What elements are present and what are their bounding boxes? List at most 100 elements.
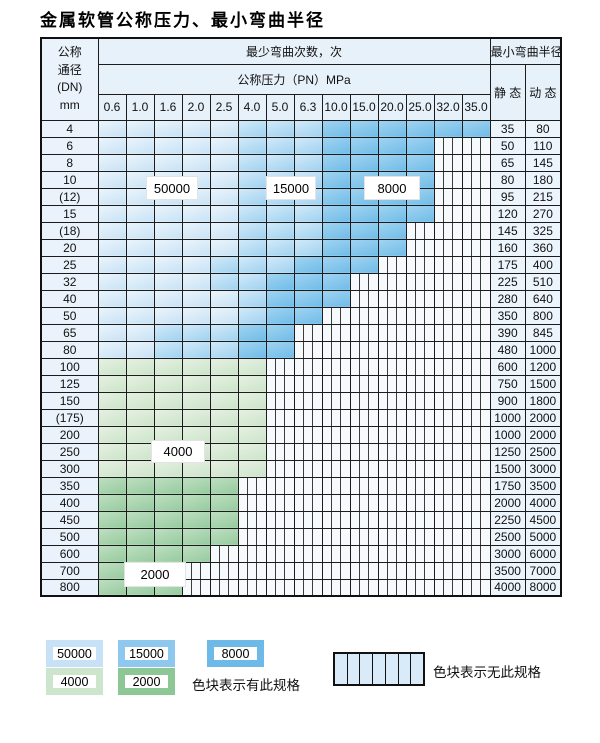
dynamic-radius-cell: 845 bbox=[524, 323, 562, 342]
no-spec-cell bbox=[405, 272, 435, 291]
spec-cell bbox=[237, 391, 267, 410]
no-spec-cell bbox=[433, 187, 463, 206]
no-spec-cell bbox=[461, 374, 491, 393]
spec-cell bbox=[181, 527, 211, 546]
no-spec-cell bbox=[321, 476, 351, 495]
table-row: 300 1500 3000 bbox=[40, 459, 562, 478]
spec-cell bbox=[153, 323, 183, 342]
no-spec-cell bbox=[377, 527, 407, 546]
spec-cell bbox=[293, 119, 323, 138]
dn-cell: 10 bbox=[40, 170, 99, 189]
no-spec-cell bbox=[377, 306, 407, 325]
legend-striped-cell bbox=[335, 654, 348, 684]
spec-cell bbox=[237, 459, 267, 478]
static-radius-cell: 2250 bbox=[489, 510, 526, 529]
spec-cell bbox=[153, 306, 183, 325]
no-spec-cell bbox=[293, 323, 323, 342]
no-spec-cell bbox=[293, 578, 323, 597]
no-spec-cell bbox=[433, 391, 463, 410]
dynamic-radius-cell: 325 bbox=[524, 221, 562, 240]
spec-cell bbox=[125, 153, 155, 172]
dynamic-radius-cell: 360 bbox=[524, 238, 562, 257]
no-spec-cell bbox=[433, 255, 463, 274]
spec-cell bbox=[125, 510, 155, 529]
no-spec-cell bbox=[405, 510, 435, 529]
table-row: 150 900 1800 bbox=[40, 391, 562, 410]
spec-cell bbox=[209, 476, 239, 495]
spec-cell bbox=[265, 323, 295, 342]
no-spec-cell bbox=[321, 374, 351, 393]
no-spec-cell bbox=[405, 340, 435, 359]
no-spec-cell bbox=[377, 408, 407, 427]
no-spec-cell bbox=[293, 561, 323, 580]
spec-cell bbox=[125, 357, 155, 376]
no-spec-cell bbox=[377, 357, 407, 376]
no-spec-cell bbox=[433, 272, 463, 291]
no-spec-cell bbox=[461, 425, 491, 444]
spec-cell bbox=[97, 323, 127, 342]
no-spec-cell bbox=[293, 527, 323, 546]
spec-cell bbox=[321, 187, 351, 206]
spec-cell bbox=[125, 238, 155, 257]
spec-cell bbox=[181, 357, 211, 376]
no-spec-cell bbox=[265, 493, 295, 512]
no-spec-cell bbox=[265, 561, 295, 580]
table-row: 800 4000 8000 bbox=[40, 578, 562, 597]
no-spec-cell bbox=[405, 357, 435, 376]
dynamic-radius-cell: 5000 bbox=[524, 527, 562, 546]
table-row: 50 350 800 bbox=[40, 306, 562, 325]
spec-cell bbox=[97, 527, 127, 546]
legend-swatch-2000: 2000 bbox=[118, 668, 175, 695]
legend-swatch-value: 4000 bbox=[60, 674, 89, 689]
spec-cell bbox=[377, 136, 407, 155]
spec-cell bbox=[265, 153, 295, 172]
spec-cell bbox=[209, 357, 239, 376]
spec-cell bbox=[97, 476, 127, 495]
spec-cell bbox=[97, 238, 127, 257]
spec-cell bbox=[265, 272, 295, 291]
spec-cell bbox=[125, 136, 155, 155]
spec-cell bbox=[349, 204, 379, 223]
no-spec-cell bbox=[293, 340, 323, 359]
no-spec-cell bbox=[405, 306, 435, 325]
static-radius-cell: 900 bbox=[489, 391, 526, 410]
no-spec-cell bbox=[405, 442, 435, 461]
spec-cell bbox=[97, 170, 127, 189]
legend-striped-cell bbox=[411, 654, 424, 684]
spec-cell bbox=[293, 306, 323, 325]
spec-cell bbox=[237, 119, 267, 138]
no-spec-cell bbox=[293, 408, 323, 427]
spec-cell bbox=[153, 544, 183, 563]
spec-cell bbox=[97, 357, 127, 376]
no-spec-cell bbox=[209, 578, 239, 597]
no-spec-cell bbox=[349, 561, 379, 580]
spec-cell bbox=[209, 187, 239, 206]
no-spec-cell bbox=[321, 340, 351, 359]
no-spec-cell bbox=[377, 323, 407, 342]
spec-cell bbox=[181, 493, 211, 512]
no-spec-cell bbox=[461, 153, 491, 172]
no-spec-cell bbox=[405, 425, 435, 444]
spec-cell bbox=[97, 204, 127, 223]
spec-cell bbox=[153, 221, 183, 240]
spec-cell bbox=[237, 340, 267, 359]
no-spec-cell bbox=[377, 578, 407, 597]
no-spec-cell bbox=[405, 561, 435, 580]
no-spec-cell bbox=[293, 544, 323, 563]
legend-striped-cell bbox=[347, 654, 361, 684]
spec-cell bbox=[237, 221, 267, 240]
spec-cell bbox=[125, 374, 155, 393]
no-spec-cell bbox=[265, 459, 295, 478]
spec-cell bbox=[321, 255, 351, 274]
no-spec-cell bbox=[433, 408, 463, 427]
spec-cell bbox=[209, 340, 239, 359]
dynamic-radius-cell: 7000 bbox=[524, 561, 562, 580]
spec-cell bbox=[237, 374, 267, 393]
spec-cell bbox=[181, 408, 211, 427]
spec-cell bbox=[293, 289, 323, 308]
spec-cell bbox=[153, 476, 183, 495]
dn-cell: 50 bbox=[40, 306, 99, 325]
dynamic-radius-cell: 800 bbox=[524, 306, 562, 325]
legend-swatch-value: 50000 bbox=[57, 646, 92, 661]
